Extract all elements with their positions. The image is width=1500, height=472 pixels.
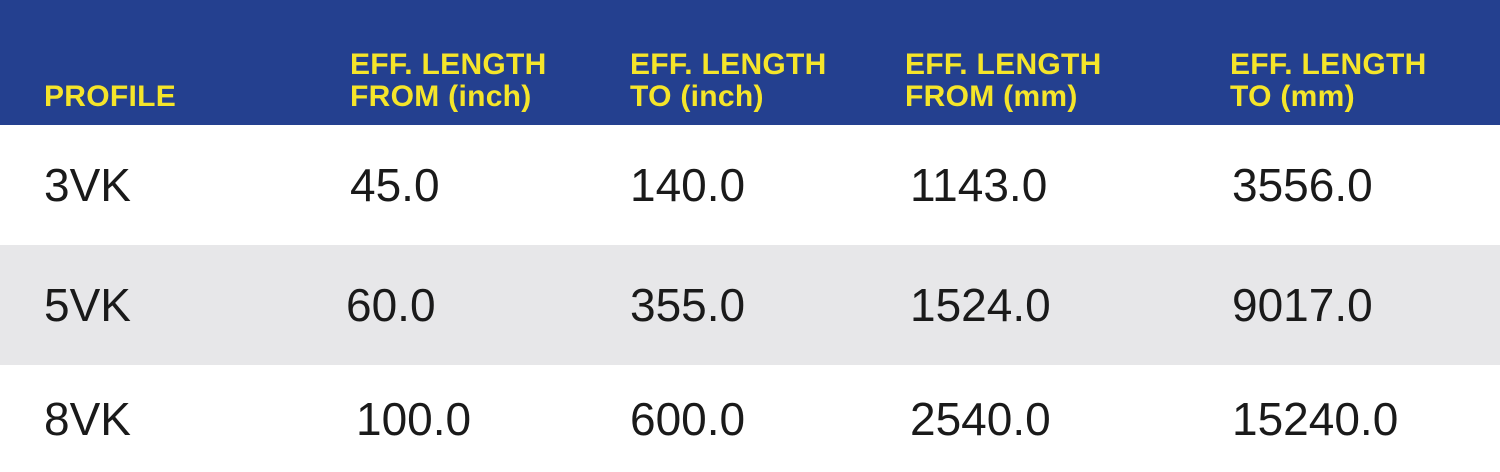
cell-to-mm: 15240.0 bbox=[1232, 392, 1399, 445]
cell-from-inch: 45.0 bbox=[350, 159, 440, 211]
cell-to-mm: 9017.0 bbox=[1232, 279, 1373, 331]
cell-to-mm: 3556.0 bbox=[1232, 159, 1373, 211]
table-row: 5VK 60.0 355.0 1524.0 9017.0 bbox=[0, 245, 1500, 365]
cell-profile: 8VK bbox=[44, 392, 131, 445]
header-line-2: FROM (inch) bbox=[350, 80, 532, 113]
header-profile: PROFILE bbox=[44, 81, 176, 113]
cell-from-mm: 1524.0 bbox=[910, 279, 1051, 331]
cell-profile: 3VK bbox=[44, 159, 131, 211]
header-line-2: TO (mm) bbox=[1230, 80, 1355, 113]
table-header: PROFILE EFF. LENGTH FROM (inch) EFF. LEN… bbox=[0, 0, 1500, 125]
header-line-2: FROM (mm) bbox=[905, 80, 1078, 113]
header-profile-line-1: PROFILE bbox=[44, 80, 177, 113]
header-line-1: EFF. LENGTH bbox=[1230, 48, 1427, 81]
header-eff-length-from-mm: EFF. LENGTH FROM (mm) bbox=[905, 49, 1102, 113]
table-row: 8VK 100.0 600.0 2540.0 15240.0 bbox=[0, 365, 1500, 472]
header-line-1: EFF. LENGTH bbox=[350, 48, 547, 81]
cell-from-inch: 60.0 bbox=[346, 279, 436, 331]
cell-from-inch: 100.0 bbox=[356, 392, 472, 445]
cell-to-inch: 355.0 bbox=[630, 279, 746, 331]
cell-to-inch: 140.0 bbox=[630, 159, 746, 211]
header-eff-length-to-inch: EFF. LENGTH TO (inch) bbox=[630, 49, 827, 113]
cell-from-mm: 1143.0 bbox=[910, 159, 1048, 211]
header-line-1: EFF. LENGTH bbox=[905, 48, 1102, 81]
header-line-2: TO (inch) bbox=[630, 80, 764, 113]
cell-from-mm: 2540.0 bbox=[910, 392, 1051, 445]
cell-profile: 5VK bbox=[44, 279, 131, 331]
header-line-1: EFF. LENGTH bbox=[630, 48, 827, 81]
cell-to-inch: 600.0 bbox=[630, 392, 746, 445]
header-eff-length-to-mm: EFF. LENGTH TO (mm) bbox=[1230, 49, 1427, 113]
header-eff-length-from-inch: EFF. LENGTH FROM (inch) bbox=[350, 49, 547, 113]
table-row: 3VK 45.0 140.0 1143.0 3556.0 bbox=[0, 125, 1500, 245]
